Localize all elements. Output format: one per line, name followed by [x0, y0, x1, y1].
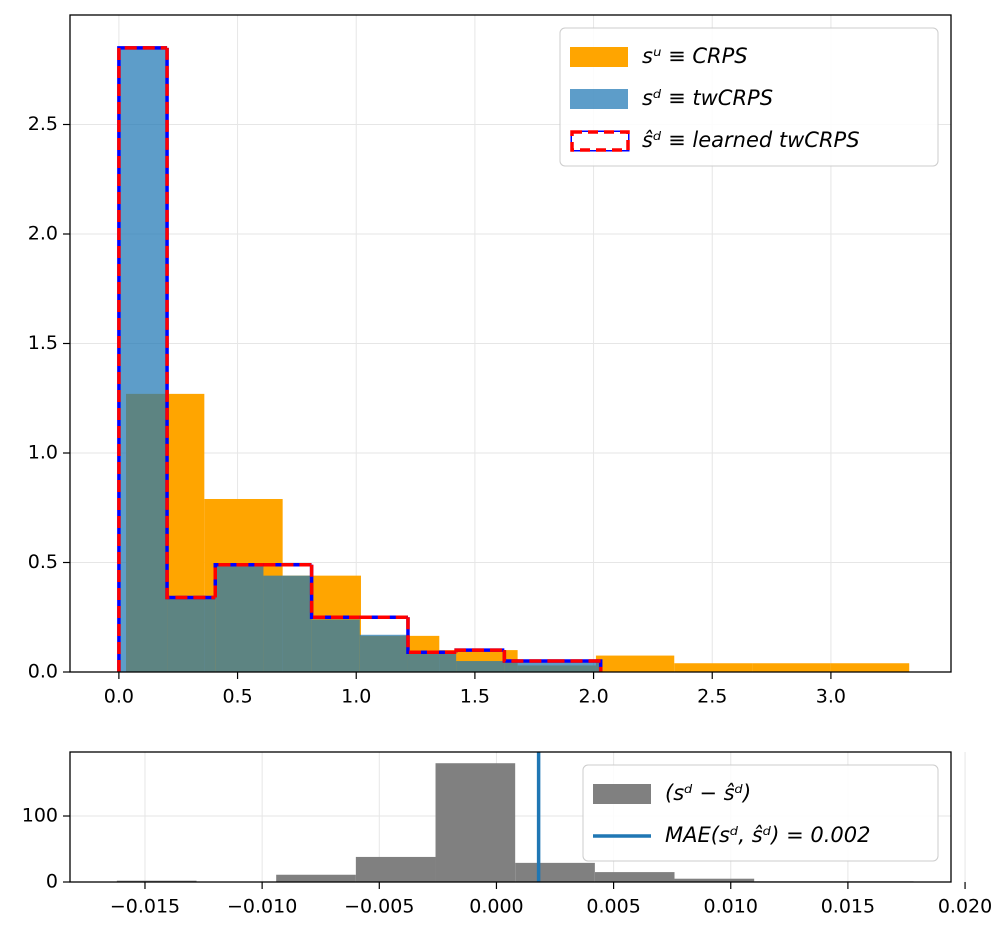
x-tick-label: 1.5 — [460, 686, 490, 708]
hist-step — [165, 47, 216, 600]
legend-box — [559, 27, 939, 167]
hist-step — [117, 46, 168, 672]
hist-bar — [515, 862, 595, 882]
hist-bar — [456, 661, 505, 672]
x-tick-label: 1.0 — [341, 686, 371, 708]
hist-bar — [407, 652, 457, 672]
legend-patch — [593, 784, 651, 804]
hist-step — [552, 659, 603, 672]
hist-bar — [276, 874, 356, 882]
hist-bar — [359, 634, 408, 672]
legend-patch — [570, 130, 630, 152]
legend-label: MAE(sᵈ, ŝᵈ) = 0.002 — [665, 823, 870, 847]
hist-step — [213, 562, 264, 598]
x-tick-label: −0.010 — [227, 896, 297, 918]
y-tick-label: 0 — [46, 871, 58, 893]
x-tick-label: 0.005 — [586, 896, 640, 918]
hist-bar — [594, 872, 675, 882]
x-tick-label: 0.015 — [821, 896, 875, 918]
hist-bar — [595, 655, 675, 672]
hist-bar — [674, 663, 753, 672]
hist-step — [502, 650, 553, 663]
y-tick-label: 1.0 — [28, 442, 58, 464]
x-tick-label: 0.0 — [104, 686, 134, 708]
step-gap — [309, 564, 360, 619]
hist-bar — [167, 597, 216, 672]
x-tick-label: 0.000 — [469, 896, 523, 918]
y-tick-label: 2.5 — [28, 113, 58, 135]
x-tick-label: 2.0 — [578, 686, 608, 708]
x-tick-label: 0.020 — [938, 896, 992, 918]
axes-frame — [69, 14, 952, 673]
hist-step — [406, 617, 457, 655]
legend-label: sᵘ ≡ CRPS — [642, 44, 748, 68]
hist-bar — [116, 880, 197, 882]
x-tick-label: −0.015 — [110, 896, 180, 918]
hist-bar — [830, 663, 910, 672]
y-tick-label: 0.5 — [28, 551, 58, 573]
axes-frame — [69, 751, 952, 883]
legend-patch — [570, 89, 628, 109]
x-tick-label: −0.005 — [344, 896, 414, 918]
legend-box — [582, 764, 939, 862]
y-tick-label: 0.0 — [28, 661, 58, 683]
y-tick-label: 100 — [22, 805, 58, 827]
hist-bar — [504, 661, 553, 672]
y-tick-label: 1.5 — [28, 332, 58, 354]
legend-patch — [570, 47, 628, 67]
y-tick-label: 2.0 — [28, 223, 58, 245]
hist-bar — [552, 661, 601, 672]
x-tick-label: 3.0 — [816, 686, 846, 708]
x-tick-label: 2.5 — [697, 686, 727, 708]
hist-bar — [263, 575, 312, 672]
x-tick-label: 0.5 — [222, 686, 252, 708]
hist-step — [454, 648, 505, 653]
legend-label: ŝᵈ ≡ learned twCRPS — [642, 128, 860, 152]
x-tick-label: 0.010 — [704, 896, 758, 918]
hist-bar — [355, 856, 436, 882]
hist-bar — [752, 663, 831, 672]
legend-label: (sᵈ − ŝᵈ) — [665, 781, 751, 805]
hist-bar — [674, 878, 755, 882]
hist-bar — [311, 619, 360, 672]
legend-label: sᵈ ≡ twCRPS — [642, 86, 773, 110]
hist-bar — [435, 763, 516, 882]
hist-bar — [118, 47, 168, 673]
hist-bar — [215, 564, 264, 672]
